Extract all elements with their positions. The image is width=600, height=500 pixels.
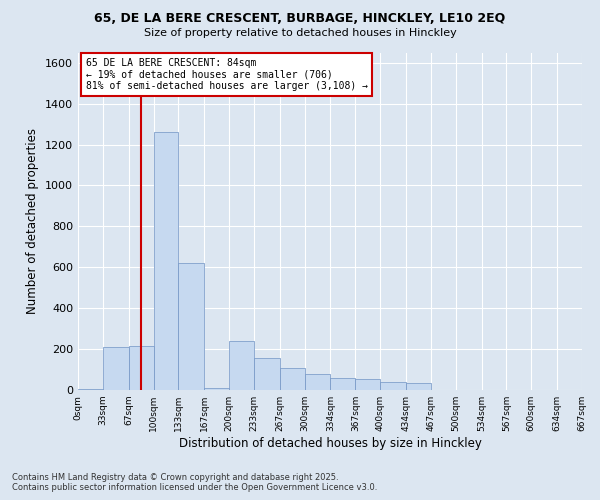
Bar bbox=[128, 346, 154, 390]
Bar bbox=[380, 382, 406, 390]
Bar bbox=[103, 347, 128, 390]
Text: Size of property relative to detached houses in Hinckley: Size of property relative to detached ho… bbox=[143, 28, 457, 38]
Bar bbox=[229, 341, 254, 390]
Bar bbox=[154, 132, 178, 390]
Bar bbox=[204, 388, 229, 390]
Bar bbox=[305, 374, 331, 390]
X-axis label: Distribution of detached houses by size in Hinckley: Distribution of detached houses by size … bbox=[179, 437, 481, 450]
Bar bbox=[406, 383, 431, 390]
Bar bbox=[254, 358, 280, 390]
Text: 65, DE LA BERE CRESCENT, BURBAGE, HINCKLEY, LE10 2EQ: 65, DE LA BERE CRESCENT, BURBAGE, HINCKL… bbox=[94, 12, 506, 26]
Bar bbox=[280, 368, 305, 390]
Bar bbox=[355, 379, 380, 390]
Bar bbox=[78, 389, 103, 390]
Y-axis label: Number of detached properties: Number of detached properties bbox=[26, 128, 40, 314]
Bar bbox=[178, 263, 204, 390]
Text: 65 DE LA BERE CRESCENT: 84sqm
← 19% of detached houses are smaller (706)
81% of : 65 DE LA BERE CRESCENT: 84sqm ← 19% of d… bbox=[86, 58, 368, 91]
Bar bbox=[331, 378, 355, 390]
Text: Contains HM Land Registry data © Crown copyright and database right 2025.
Contai: Contains HM Land Registry data © Crown c… bbox=[12, 473, 377, 492]
